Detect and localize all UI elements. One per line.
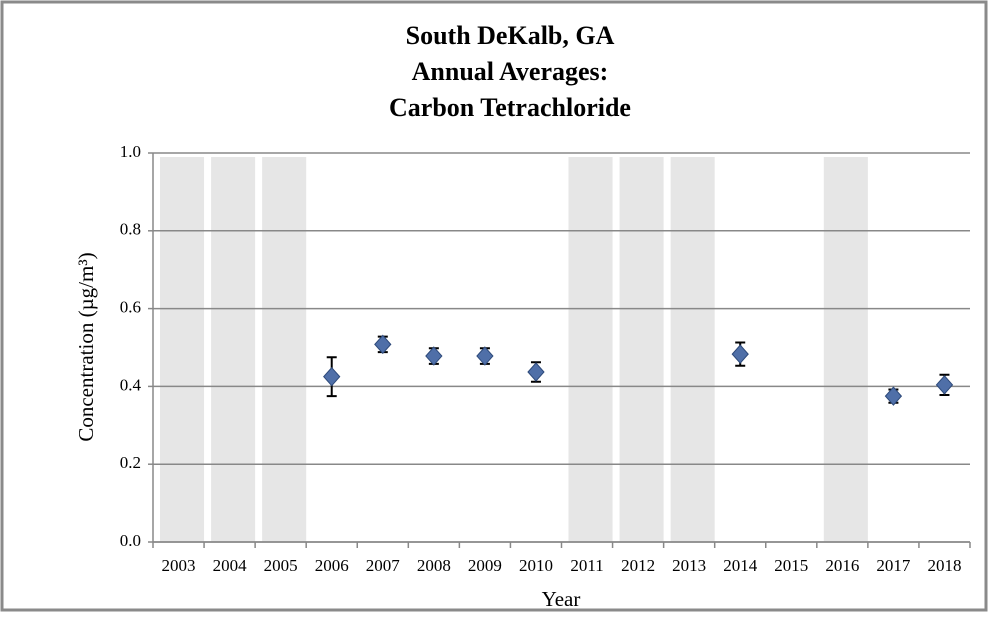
x-tick-label: 2012 [621,556,655,575]
x-axis-label: Year [542,587,581,611]
y-tick-label: 0.2 [120,453,141,472]
x-tick-label: 2003 [162,556,196,575]
chart-title: Annual Averages: [412,57,609,86]
x-tick-label: 2009 [468,556,502,575]
chart-title: South DeKalb, GA [406,21,615,50]
y-tick-label: 0.6 [120,298,141,317]
x-tick-label: 2010 [519,556,553,575]
shaded-band [619,157,664,542]
x-tick-label: 2014 [723,556,758,575]
x-tick-label: 2018 [927,556,961,575]
marker [527,362,545,382]
shaded-band [262,157,307,542]
x-tick-label: 2013 [672,556,706,575]
shaded-band [160,157,205,542]
y-tick-label: 0.8 [120,220,141,239]
x-tick-label: 2004 [213,556,248,575]
y-tick-label: 0.4 [120,375,142,394]
marker [476,346,494,366]
x-tick-label: 2016 [825,556,859,575]
shaded-band [670,157,715,542]
x-tick-label: 2011 [570,556,603,575]
x-tick-label: 2006 [315,556,349,575]
marker [425,346,443,366]
x-tick-label: 2015 [774,556,808,575]
chart-title: Carbon Tetrachloride [389,93,631,122]
y-tick-label: 0.0 [120,531,141,550]
shaded-band [823,157,868,542]
y-axis-label: Concentration (µg/m³) [74,252,98,441]
x-tick-label: 2007 [366,556,401,575]
marker [935,375,954,395]
x-tick-label: 2008 [417,556,451,575]
marker [731,344,749,364]
shaded-band [211,157,256,542]
shaded-band [568,157,613,542]
marker [884,386,903,406]
marker [323,366,341,387]
x-tick-label: 2017 [876,556,911,575]
marker [374,334,392,355]
x-tick-label: 2005 [264,556,298,575]
y-tick-label: 1.0 [120,142,141,161]
